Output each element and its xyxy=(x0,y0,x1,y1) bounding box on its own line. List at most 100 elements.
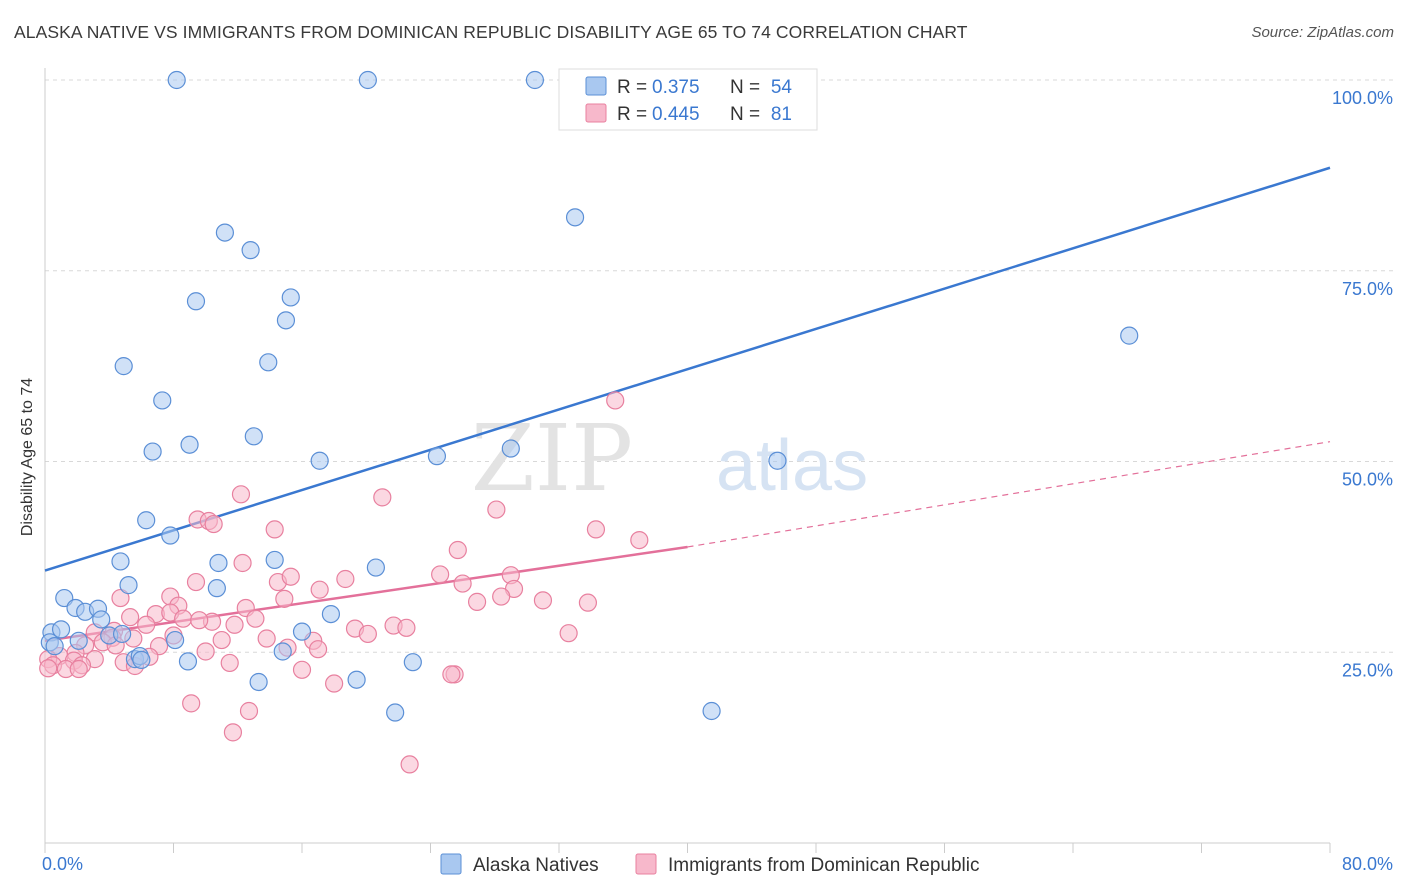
immigrants-dominican-republic-point-0 xyxy=(606,391,625,410)
alaska-natives-point-6 xyxy=(241,241,260,260)
stats-r-label-1: R = xyxy=(617,77,647,98)
immigrants-dominican-republic-point-8 xyxy=(586,520,606,539)
stats-n-value-1: 54 xyxy=(771,77,793,98)
alaska-natives-point-7 xyxy=(186,292,206,311)
immigrants-dominican-republic-point-23 xyxy=(275,589,294,608)
alaska-natives-point-53 xyxy=(132,650,151,669)
immigrants-dominican-republic-point-36 xyxy=(225,615,244,634)
y-axis-label: Disability Age 65 to 74 xyxy=(19,378,36,536)
alaska-natives-point-8 xyxy=(281,288,300,307)
immigrants-dominican-republic-point-1 xyxy=(231,485,251,504)
immigrants-dominican-republic-point-38 xyxy=(137,615,156,634)
watermark-zip: ZIP xyxy=(471,405,633,512)
trend-line-immigrants-dominican-republic-extension xyxy=(687,441,1331,548)
alaska-natives-point-26 xyxy=(366,558,385,577)
stats-r-label-2: R = xyxy=(617,104,647,125)
immigrants-dominican-republic-point-40 xyxy=(397,618,416,637)
alaska-natives-point-10 xyxy=(114,357,133,376)
immigrants-dominican-republic-point-33 xyxy=(121,608,140,627)
immigrants-dominican-republic-point-17 xyxy=(281,567,300,586)
alaska-natives-point-11 xyxy=(259,353,278,372)
immigrants-dominican-republic-point-20 xyxy=(310,580,329,599)
alaska-natives-point-17 xyxy=(310,451,329,470)
alaska-natives-point-47 xyxy=(403,653,422,672)
immigrants-dominican-republic-point-3 xyxy=(487,500,506,519)
immigrants-dominican-republic-point-78 xyxy=(239,701,259,721)
immigrants-dominican-republic-point-12 xyxy=(431,565,450,584)
alaska-natives-point-28 xyxy=(207,579,226,598)
y-tick-label-1: 75.0% xyxy=(1342,279,1393,299)
stats-swatch-blue xyxy=(585,76,607,96)
x-tick-label-1: 80.0% xyxy=(1342,854,1393,874)
alaska-natives-point-27 xyxy=(119,576,138,595)
immigrants-dominican-republic-point-59 xyxy=(196,642,215,661)
alaska-natives-point-52 xyxy=(45,637,64,656)
immigrants-dominican-republic-point-50 xyxy=(257,629,276,648)
alaska-natives-point-45 xyxy=(178,652,198,671)
y-tick-label-2: 50.0% xyxy=(1342,470,1393,490)
alaska-natives-point-21 xyxy=(137,511,156,530)
source-label: Source: ZipAtlas.com xyxy=(1251,24,1394,41)
alaska-natives-point-1 xyxy=(358,70,377,90)
alaska-natives-point-18 xyxy=(427,447,447,466)
immigrants-dominican-republic-point-11 xyxy=(233,553,252,573)
alaska-natives-point-12 xyxy=(153,391,172,410)
alaska-natives-point-22 xyxy=(161,526,180,545)
immigrants-dominican-republic-point-24 xyxy=(492,587,511,606)
immigrants-dominican-republic-point-21 xyxy=(111,588,130,608)
alaska-natives-point-9 xyxy=(276,311,296,330)
series-immigrants-dominican-republic xyxy=(39,391,649,774)
x-tick-label-0: 0.0% xyxy=(42,854,83,874)
alaska-natives-point-41 xyxy=(292,622,312,641)
alaska-natives-point-4 xyxy=(565,208,585,227)
stats-legend: R = 0.375 N = 54 R = 0.445 N = 81 xyxy=(558,68,818,131)
y-tick-label-3: 25.0% xyxy=(1342,660,1393,680)
alaska-natives-point-36 xyxy=(51,620,71,639)
alaska-natives-point-16 xyxy=(244,427,263,446)
immigrants-dominican-republic-point-72 xyxy=(69,659,88,679)
immigrants-dominican-republic-point-16 xyxy=(186,572,206,592)
immigrants-dominican-republic-point-76 xyxy=(442,665,461,684)
immigrants-dominican-republic-point-80 xyxy=(400,755,419,774)
alaska-natives-point-37 xyxy=(69,631,88,650)
axes xyxy=(44,68,1331,853)
alaska-natives-point-13 xyxy=(1120,326,1139,345)
alaska-natives-point-2 xyxy=(525,70,545,90)
immigrants-dominican-republic-point-25 xyxy=(533,591,553,610)
series-legend: Alaska Natives Immigrants from Dominican… xyxy=(440,853,980,876)
immigrants-dominican-republic-point-26 xyxy=(578,593,598,612)
immigrants-dominican-republic-point-2 xyxy=(373,488,392,507)
alaska-natives-point-39 xyxy=(112,624,132,644)
alaska-natives-point-49 xyxy=(347,670,366,689)
trend-line-alaska-natives xyxy=(44,166,1331,572)
immigrants-dominican-republic-point-71 xyxy=(39,659,58,678)
immigrants-dominican-republic-point-10 xyxy=(448,540,467,560)
chart-title: ALASKA NATIVE VS IMMIGRANTS FROM DOMINIC… xyxy=(14,22,968,42)
series-alaska-natives xyxy=(40,70,1139,722)
immigrants-dominican-republic-point-6 xyxy=(204,514,223,534)
legend-swatch-alaska-natives xyxy=(440,853,462,875)
stats-r-value-2: 0.445 xyxy=(652,104,700,125)
immigrants-dominican-republic-point-68 xyxy=(220,653,239,673)
immigrants-dominican-republic-point-27 xyxy=(467,592,487,611)
alaska-natives-point-19 xyxy=(501,439,520,458)
legend-label-immigrants-dominican-republic: Immigrants from Dominican Republic xyxy=(668,855,980,876)
alaska-natives-point-40 xyxy=(166,630,185,650)
immigrants-dominican-republic-point-56 xyxy=(308,640,328,659)
immigrants-dominican-republic-point-48 xyxy=(212,630,231,650)
alaska-natives-point-15 xyxy=(180,435,199,454)
alaska-natives-point-48 xyxy=(249,672,268,692)
alaska-natives-point-20 xyxy=(768,451,787,470)
alaska-natives-point-24 xyxy=(209,553,228,573)
stats-n-value-2: 81 xyxy=(771,104,792,125)
stats-r-value-1: 0.375 xyxy=(652,77,700,98)
immigrants-dominican-republic-point-35 xyxy=(246,609,265,628)
alaska-natives-point-46 xyxy=(273,642,292,661)
alaska-natives-point-50 xyxy=(386,703,405,722)
immigrants-dominican-republic-point-75 xyxy=(325,674,344,693)
immigrants-dominican-republic-point-37 xyxy=(190,611,209,630)
immigrants-dominican-republic-point-15 xyxy=(336,569,355,589)
alaska-natives-point-25 xyxy=(265,550,284,570)
immigrants-dominican-republic-point-9 xyxy=(630,530,649,550)
